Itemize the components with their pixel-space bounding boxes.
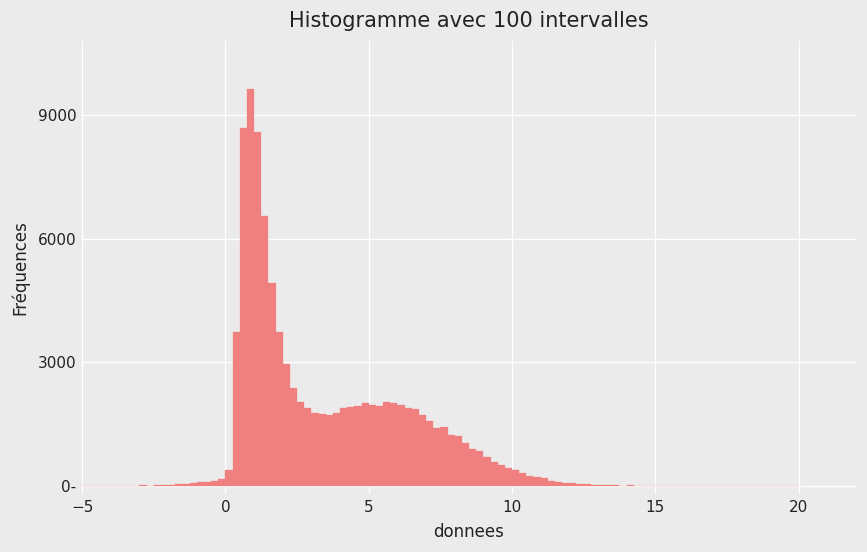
Bar: [218, 479, 225, 486]
Bar: [469, 449, 476, 486]
Bar: [483, 457, 491, 486]
Bar: [261, 216, 269, 486]
Title: Histogramme avec 100 intervalles: Histogramme avec 100 intervalles: [290, 11, 649, 31]
Bar: [182, 484, 190, 486]
Bar: [190, 483, 197, 486]
Bar: [412, 410, 419, 486]
Bar: [153, 485, 161, 486]
Bar: [232, 332, 240, 486]
Bar: [318, 413, 326, 486]
Bar: [548, 481, 555, 486]
Bar: [211, 481, 218, 486]
Bar: [397, 405, 405, 486]
Bar: [333, 413, 340, 486]
Bar: [197, 482, 204, 486]
Bar: [405, 408, 412, 486]
Bar: [347, 407, 355, 486]
Bar: [426, 421, 434, 486]
Bar: [355, 406, 362, 486]
Bar: [598, 485, 605, 486]
Bar: [175, 484, 182, 486]
Bar: [326, 415, 333, 486]
Bar: [526, 476, 533, 486]
Bar: [462, 443, 469, 486]
Bar: [491, 462, 498, 486]
Bar: [304, 408, 311, 486]
Bar: [419, 415, 426, 486]
Bar: [283, 364, 290, 486]
Bar: [340, 408, 347, 486]
Bar: [498, 465, 505, 486]
Bar: [168, 485, 175, 486]
Bar: [368, 405, 376, 486]
Bar: [161, 485, 168, 486]
Bar: [362, 404, 368, 486]
Bar: [541, 479, 548, 486]
Bar: [297, 402, 304, 486]
Y-axis label: Fréquences: Fréquences: [11, 220, 29, 315]
Bar: [519, 473, 526, 486]
Bar: [204, 481, 211, 486]
Bar: [440, 427, 447, 486]
Bar: [254, 132, 261, 486]
Bar: [383, 402, 390, 486]
Bar: [247, 89, 254, 486]
Bar: [512, 470, 519, 486]
Bar: [562, 483, 570, 486]
Bar: [533, 477, 541, 486]
Bar: [454, 436, 462, 486]
Bar: [376, 406, 383, 486]
Bar: [225, 470, 232, 486]
Bar: [269, 283, 276, 486]
Bar: [311, 413, 318, 486]
Bar: [390, 402, 397, 486]
Bar: [276, 332, 283, 486]
Bar: [434, 428, 440, 486]
X-axis label: donnees: donnees: [434, 523, 505, 541]
Bar: [583, 484, 590, 486]
Bar: [447, 435, 454, 486]
Bar: [555, 482, 562, 486]
Bar: [570, 483, 577, 486]
Bar: [476, 452, 483, 486]
Bar: [240, 128, 247, 486]
Bar: [505, 468, 512, 486]
Bar: [577, 484, 583, 486]
Bar: [590, 485, 598, 486]
Bar: [290, 388, 297, 486]
